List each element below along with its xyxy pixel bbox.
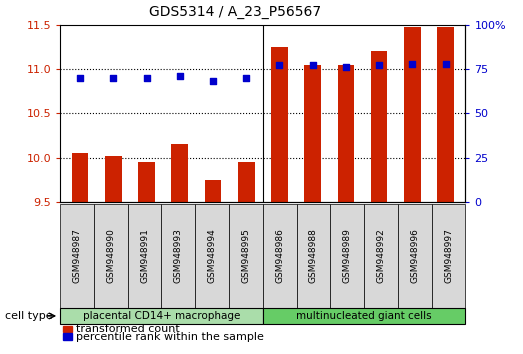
Point (176, 73, 184, 79)
Point (408, 61, 416, 67)
Bar (72, 153, 88, 202)
Text: cell type: cell type (5, 311, 53, 321)
Text: GSM948990: GSM948990 (106, 228, 115, 283)
Point (342, 64, 350, 70)
Bar (404, 27, 420, 202)
Point (209, 79, 217, 84)
Text: GSM948995: GSM948995 (242, 228, 251, 283)
Bar (238, 162, 255, 202)
Text: GSM948989: GSM948989 (343, 228, 352, 283)
Text: GSM948986: GSM948986 (275, 228, 284, 283)
Text: GSM948987: GSM948987 (73, 228, 82, 283)
Point (441, 61, 450, 67)
Text: placental CD14+ macrophage: placental CD14+ macrophage (83, 311, 240, 321)
Text: transformed count: transformed count (76, 324, 179, 334)
Point (275, 63, 283, 68)
Text: GSM948994: GSM948994 (208, 228, 217, 283)
Text: GDS5314 / A_23_P56567: GDS5314 / A_23_P56567 (149, 5, 322, 19)
Bar (371, 51, 388, 202)
Bar (271, 47, 288, 202)
Text: GSM948996: GSM948996 (411, 228, 419, 283)
Bar (304, 64, 321, 202)
Bar (204, 179, 221, 202)
Point (242, 75, 251, 81)
Bar (437, 27, 454, 202)
Point (109, 75, 118, 81)
Point (142, 75, 151, 81)
Text: multinucleated giant cells: multinucleated giant cells (297, 311, 432, 321)
Point (309, 63, 317, 68)
Text: percentile rank within the sample: percentile rank within the sample (76, 332, 264, 342)
Bar (172, 144, 188, 202)
Bar (337, 64, 354, 202)
Point (375, 63, 383, 68)
Text: GSM948992: GSM948992 (377, 228, 385, 283)
Bar (105, 156, 122, 202)
Point (76, 75, 84, 81)
Text: GSM948988: GSM948988 (309, 228, 318, 283)
Text: GSM948993: GSM948993 (174, 228, 183, 283)
Text: GSM948991: GSM948991 (140, 228, 149, 283)
Bar (138, 162, 155, 202)
Text: GSM948997: GSM948997 (444, 228, 453, 283)
